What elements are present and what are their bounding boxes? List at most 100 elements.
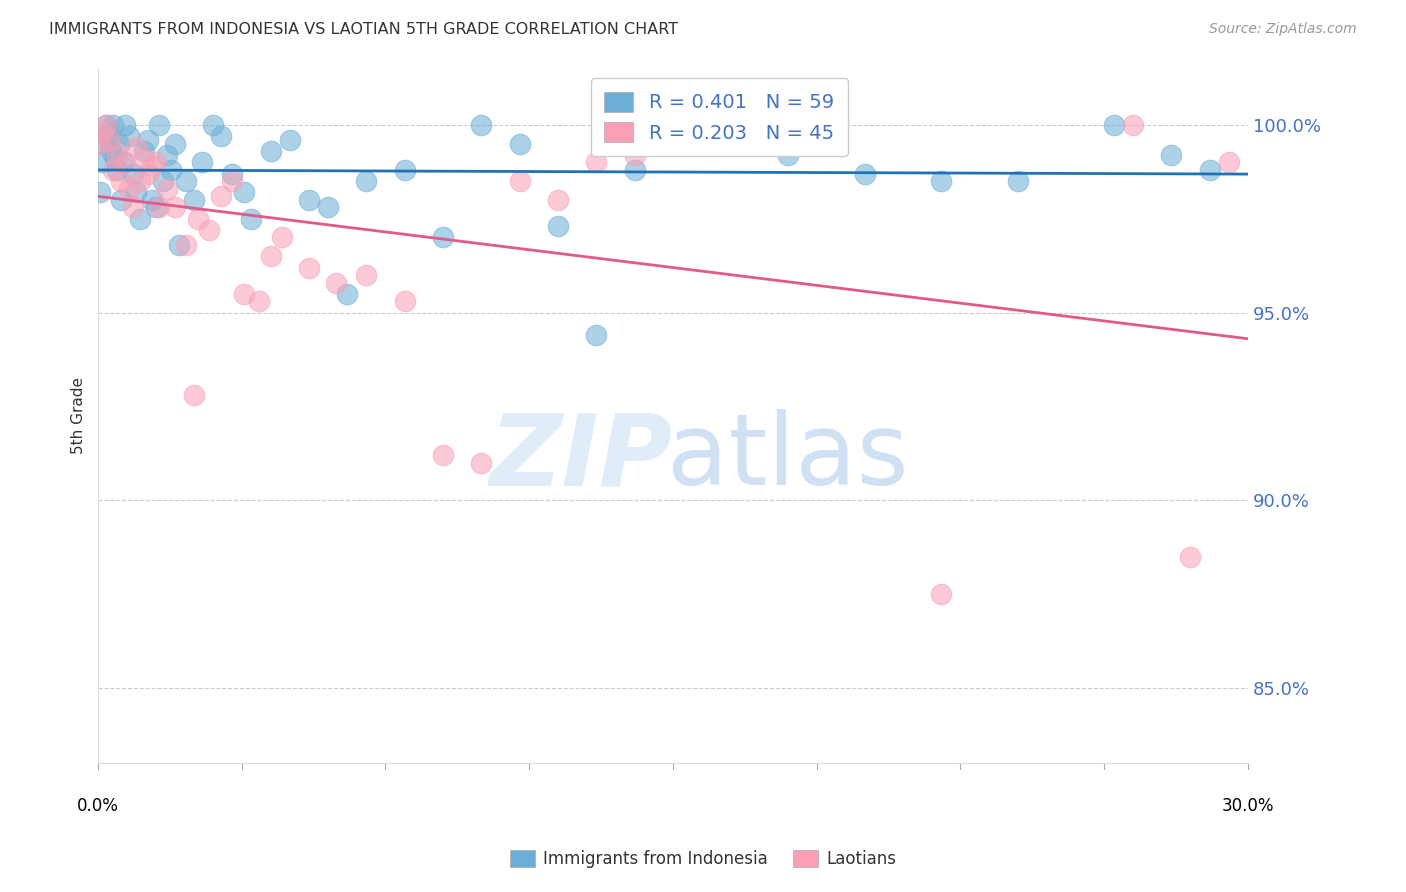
Point [187, 211, 209, 226]
Point [432, 448, 454, 462]
Point [470, 118, 492, 132]
Point [103, 162, 125, 177]
Point [209, 129, 232, 144]
Point [198, 223, 221, 237]
Point [141, 193, 163, 207]
Text: Source: ZipAtlas.com: Source: ZipAtlas.com [1209, 22, 1357, 37]
Point [929, 174, 952, 188]
Point [89, 136, 111, 151]
Point [105, 148, 128, 162]
Point [174, 174, 197, 188]
Point [156, 148, 179, 162]
Point [700, 118, 723, 132]
Point [148, 201, 170, 215]
Point [156, 182, 179, 196]
Point [298, 193, 321, 207]
Point [183, 193, 205, 207]
Point [259, 249, 281, 263]
Point [93, 136, 115, 151]
Point [136, 167, 159, 181]
Point [623, 162, 645, 177]
Point [1180, 549, 1202, 564]
Point [547, 193, 569, 207]
Point [105, 162, 128, 177]
Point [738, 136, 761, 151]
Point [114, 118, 136, 132]
Point [103, 118, 125, 132]
Point [470, 456, 492, 470]
Point [356, 268, 378, 282]
Point [111, 155, 134, 169]
Point [94, 118, 117, 132]
Point [148, 118, 170, 132]
Point [585, 155, 607, 169]
Point [1218, 155, 1240, 169]
Point [98, 133, 121, 147]
Point [90, 125, 112, 139]
Point [141, 159, 163, 173]
Point [118, 129, 141, 144]
Y-axis label: 5th Grade: 5th Grade [72, 377, 86, 454]
Text: 30.0%: 30.0% [1222, 797, 1274, 815]
Legend: R = 0.401   N = 59, R = 0.203   N = 45: R = 0.401 N = 59, R = 0.203 N = 45 [591, 78, 848, 156]
Point [259, 144, 281, 158]
Point [547, 219, 569, 234]
Point [121, 201, 143, 215]
Point [114, 155, 136, 169]
Point [167, 238, 190, 252]
Point [1102, 118, 1125, 132]
Point [125, 140, 148, 154]
Point [509, 174, 531, 188]
Point [221, 174, 243, 188]
Point [394, 294, 416, 309]
Point [298, 260, 321, 275]
Point [94, 118, 117, 132]
Point [160, 162, 183, 177]
Point [202, 118, 225, 132]
Point [776, 118, 799, 132]
Point [98, 133, 121, 147]
Point [90, 155, 112, 169]
Point [232, 286, 254, 301]
Point [316, 201, 339, 215]
Point [278, 133, 301, 147]
Point [394, 162, 416, 177]
Point [336, 286, 359, 301]
Point [121, 167, 143, 181]
Point [247, 294, 270, 309]
Text: ZIP: ZIP [489, 409, 672, 506]
Point [776, 148, 799, 162]
Point [152, 174, 174, 188]
Point [190, 155, 212, 169]
Point [356, 174, 378, 188]
Point [129, 174, 152, 188]
Point [662, 125, 685, 139]
Point [1122, 118, 1144, 132]
Point [97, 125, 120, 139]
Point [132, 144, 155, 158]
Point [132, 152, 155, 166]
Point [163, 136, 186, 151]
Point [118, 182, 141, 196]
Point [183, 388, 205, 402]
Point [145, 201, 167, 215]
Point [432, 230, 454, 244]
Point [1198, 162, 1220, 177]
Point [325, 276, 347, 290]
Point [110, 193, 132, 207]
Point [209, 189, 232, 203]
Point [163, 201, 186, 215]
Point [89, 186, 111, 200]
Point [125, 186, 148, 200]
Point [110, 174, 132, 188]
Point [232, 186, 254, 200]
Text: IMMIGRANTS FROM INDONESIA VS LAOTIAN 5TH GRADE CORRELATION CHART: IMMIGRANTS FROM INDONESIA VS LAOTIAN 5TH… [49, 22, 678, 37]
Text: atlas: atlas [666, 409, 908, 506]
Point [585, 328, 607, 343]
Point [681, 136, 703, 151]
Point [1160, 148, 1182, 162]
Point [271, 230, 294, 244]
Point [623, 148, 645, 162]
Point [174, 238, 197, 252]
Point [221, 167, 243, 181]
